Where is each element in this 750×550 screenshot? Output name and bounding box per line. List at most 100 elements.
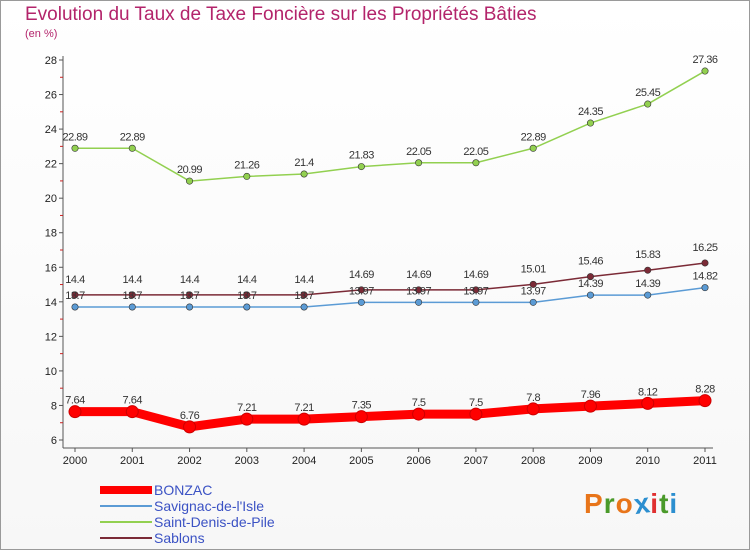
x-tick-label: 2009 [578, 455, 602, 467]
y-tick-label: 22 [45, 159, 57, 171]
legend-item: Sablons [100, 530, 275, 546]
data-label: 7.35 [352, 400, 372, 412]
data-label: 7.8 [526, 392, 540, 404]
data-label: 27.36 [692, 54, 717, 66]
x-tick-label: 2011 [693, 455, 717, 467]
data-point [472, 159, 480, 167]
data-point [472, 298, 480, 306]
legend-swatch [100, 486, 152, 494]
data-label: 7.64 [65, 395, 85, 407]
legend-label: Sablons [154, 530, 205, 546]
data-label: 8.28 [695, 384, 715, 396]
data-point [300, 303, 308, 311]
x-tick-label: 2008 [521, 455, 545, 467]
data-point [243, 172, 251, 180]
data-label: 13.7 [65, 290, 85, 302]
data-label: 13.7 [294, 290, 314, 302]
y-tick-label: 10 [45, 366, 57, 378]
legend-item: Savignac-de-l'Isle [100, 498, 275, 514]
data-label: 14.69 [463, 269, 488, 281]
data-point [644, 266, 652, 274]
y-tick-label: 8 [51, 400, 57, 412]
legend-swatch [100, 537, 152, 539]
data-point [415, 159, 423, 167]
data-label: 15.01 [521, 263, 546, 275]
logo-letter: i [650, 488, 660, 519]
data-point [128, 291, 136, 299]
data-point [641, 396, 655, 410]
data-point [469, 407, 483, 421]
y-tick-label: 28 [45, 55, 57, 67]
data-label: 14.69 [406, 269, 431, 281]
x-tick-label: 2002 [177, 455, 201, 467]
proxiti-logo: Proxiti [584, 487, 679, 521]
data-point [357, 286, 365, 294]
data-label: 13.97 [349, 285, 374, 297]
data-point [701, 67, 709, 75]
data-label: 15.83 [635, 249, 660, 261]
data-label: 15.46 [578, 256, 603, 268]
data-point [644, 291, 652, 299]
data-label: 21.83 [349, 150, 374, 162]
data-point [415, 298, 423, 306]
logo-letter: x [631, 487, 653, 521]
data-label: 7.21 [294, 402, 314, 414]
data-point [71, 303, 79, 311]
data-label: 20.99 [177, 164, 202, 176]
data-point [472, 286, 480, 294]
y-tick-label: 26 [45, 90, 57, 102]
series-line-saint-denis-de-pile [74, 70, 706, 182]
data-label: 21.26 [234, 159, 259, 171]
data-point [243, 291, 251, 299]
data-point [240, 412, 254, 426]
legend-swatch [100, 505, 152, 507]
data-label: 22.89 [521, 131, 546, 143]
data-point [297, 412, 311, 426]
x-tick-label: 2000 [63, 455, 87, 467]
legend-item: BONZAC [100, 482, 275, 498]
data-label: 13.7 [123, 290, 143, 302]
data-point [701, 284, 709, 292]
unit-label: (en %) [25, 28, 58, 40]
chart-title: Evolution du Taux de Taxe Foncière sur l… [25, 4, 537, 25]
logo-letter: r [603, 488, 616, 519]
data-label: 6.76 [180, 410, 200, 422]
data-label: 22.89 [62, 131, 87, 143]
data-label: 7.21 [237, 402, 257, 414]
data-point [412, 407, 426, 421]
logo-letter: i [669, 488, 679, 519]
y-tick-label: 24 [45, 124, 57, 136]
x-tick-label: 2003 [235, 455, 259, 467]
data-label: 14.39 [635, 278, 660, 290]
data-point [186, 177, 194, 185]
legend-item: Saint-Denis-de-Pile [100, 514, 275, 530]
data-label: 13.7 [180, 290, 200, 302]
y-tick-label: 12 [45, 331, 57, 343]
legend-label: BONZAC [154, 482, 213, 498]
data-point [698, 394, 712, 408]
data-point [183, 420, 197, 434]
y-tick-label: 20 [45, 193, 57, 205]
data-point [128, 144, 136, 152]
data-label: 7.96 [581, 389, 601, 401]
series-line-bonzac [70, 396, 710, 432]
logo-letter: P [584, 488, 604, 519]
legend-label: Saint-Denis-de-Pile [154, 514, 275, 530]
data-label: 14.39 [578, 278, 603, 290]
data-label: 7.5 [412, 397, 426, 409]
data-point [128, 303, 136, 311]
data-point [71, 291, 79, 299]
data-label: 14.4 [180, 274, 200, 286]
data-label: 14.82 [692, 271, 717, 283]
data-label: 16.25 [692, 242, 717, 254]
x-tick-label: 2005 [349, 455, 373, 467]
x-tick-label: 2007 [464, 455, 488, 467]
data-point [300, 291, 308, 299]
data-point [300, 170, 308, 178]
y-tick-label: 16 [45, 262, 57, 274]
data-label: 22.89 [120, 131, 145, 143]
data-point [644, 100, 652, 108]
data-point [586, 291, 594, 299]
